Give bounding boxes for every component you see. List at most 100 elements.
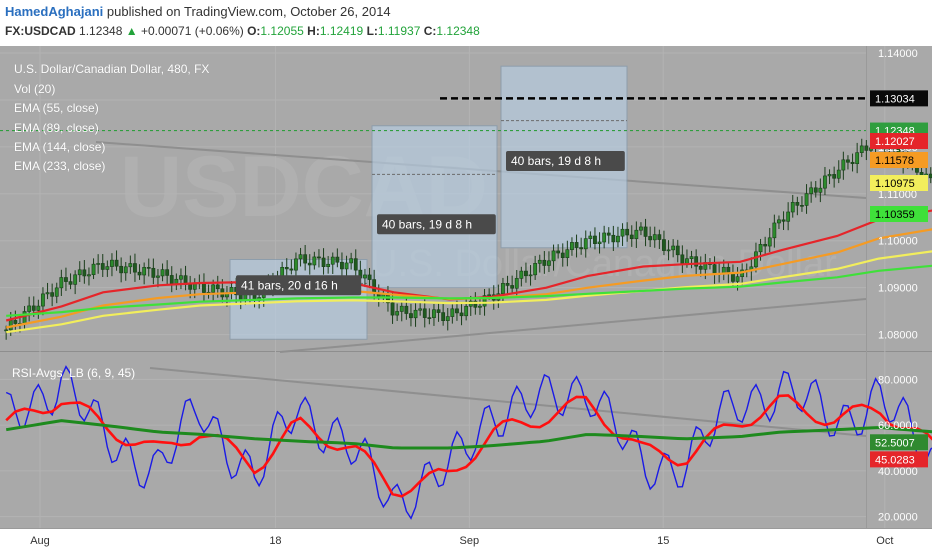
osc-tick-label: 80.0000 <box>878 374 918 386</box>
candle-body <box>537 259 542 264</box>
candle-body <box>786 211 791 222</box>
candle-body <box>54 287 59 297</box>
candle-body <box>110 259 114 267</box>
candle-body <box>611 234 616 243</box>
quote-line: FX:USDCAD 1.12348 ▲ +0.00071 (+0.06%) O:… <box>5 24 480 38</box>
measure-label: 41 bars, 20 d 16 h <box>241 278 338 292</box>
author-link[interactable]: HamedAghajani <box>5 4 104 19</box>
legend-ema144[interactable]: EMA (144, close) <box>14 140 106 154</box>
rsi-fast-line <box>5 394 932 498</box>
time-axis-ticks: Aug18Sep15Oct13Nov17Dec <box>30 535 893 547</box>
candle-body <box>13 320 18 324</box>
candle-body <box>818 187 823 193</box>
candle-body <box>606 232 611 236</box>
low-value: 1.11937 <box>377 24 421 38</box>
price-badge <box>870 175 928 191</box>
candle-body <box>473 300 478 308</box>
candle-body <box>685 258 689 264</box>
candle-body <box>123 266 128 274</box>
candle-body <box>68 281 73 285</box>
ema-55-line <box>5 209 932 322</box>
candle-body <box>450 308 455 317</box>
osc-tick-label: 40.0000 <box>878 466 918 478</box>
legend-vol[interactable]: Vol (20) <box>14 82 56 96</box>
candle-body <box>422 308 427 318</box>
candle-body <box>560 252 565 258</box>
rsi-slow-line <box>5 419 932 450</box>
candle-body <box>31 305 36 311</box>
candle-body <box>418 308 423 311</box>
price-badge <box>870 206 928 222</box>
price-badge-label: 1.11578 <box>875 155 914 167</box>
candle-body <box>174 278 179 284</box>
candle-body <box>100 263 105 270</box>
candle-body <box>657 234 662 240</box>
measure-label-bg <box>377 214 496 235</box>
candle-body <box>294 258 298 271</box>
candle-body <box>330 256 335 265</box>
candle-body <box>721 266 726 274</box>
candle-body <box>542 259 547 266</box>
osc-tick-label: 60.0000 <box>878 420 918 432</box>
measure-labels: 41 bars, 20 d 16 h 40 bars, 19 d 8 h 40 ba… <box>236 150 625 296</box>
legend-ema233[interactable]: EMA (233, close) <box>14 159 106 173</box>
candle-body <box>133 263 137 273</box>
candle-body <box>349 258 354 264</box>
candle-body <box>482 295 487 307</box>
osc-pane-bg <box>0 352 932 528</box>
candle-body <box>758 244 763 253</box>
legend-ema55[interactable]: EMA (55, close) <box>14 101 99 115</box>
x-tick-label: 18 <box>269 535 281 547</box>
candle-body <box>202 282 206 293</box>
osc-title[interactable]: RSI-Avgs_LB (6, 9, 45) <box>12 366 136 380</box>
ema-89-line <box>5 228 932 329</box>
candle-body <box>579 247 584 250</box>
measure-label-bg <box>506 150 625 171</box>
candle-body <box>445 316 450 321</box>
candle-body <box>137 271 142 276</box>
osc-badge-label: 52.5007 <box>875 437 915 449</box>
candle-body <box>689 256 694 260</box>
legend-ema89[interactable]: EMA (89, close) <box>14 121 99 135</box>
candle-body <box>399 305 404 312</box>
chart-header: HamedAghajani published on TradingView.c… <box>0 0 932 46</box>
candle-body <box>321 257 326 267</box>
measure-label-bg <box>236 275 362 296</box>
candle-body <box>160 269 165 277</box>
candle-body <box>289 268 294 271</box>
candle-body <box>303 254 308 264</box>
candle-body <box>505 283 510 286</box>
candle-body <box>666 249 671 252</box>
high-value: 1.12419 <box>319 24 364 38</box>
legend-title: U.S. Dollar/Canadian Dollar, 480, FX <box>14 62 210 76</box>
candle-body <box>50 292 55 297</box>
candle-body <box>648 236 653 241</box>
candle-body <box>404 305 409 314</box>
candle-body <box>850 161 855 164</box>
candle-body <box>64 277 68 282</box>
candle-body <box>215 284 220 290</box>
candle-body <box>813 187 818 193</box>
candle-body <box>188 284 193 290</box>
x-tick-label: Aug <box>30 535 50 547</box>
y-tick-label: 1.10000 <box>878 236 918 248</box>
candle-body <box>795 202 800 206</box>
candle-body <box>96 263 101 265</box>
y-tick-label: 1.11000 <box>878 189 917 201</box>
price-badges: 1.130341.123481.120271.115781.109751.103… <box>870 90 928 468</box>
candle-body <box>597 241 602 244</box>
candle-body <box>547 260 551 266</box>
candle-body <box>698 265 703 270</box>
candle-body <box>634 229 639 239</box>
price-badge <box>870 133 928 149</box>
candle-body <box>307 262 312 266</box>
chart-canvas[interactable]: USDCAD U.S. Dollar/Canadian Dollar 41 ba… <box>0 46 932 550</box>
price-badge-label: 1.12027 <box>875 136 915 148</box>
candle-body <box>754 251 758 268</box>
price-badge <box>870 152 928 168</box>
candle-body <box>501 283 505 295</box>
candle-body <box>809 187 814 194</box>
candle-body <box>317 256 321 259</box>
candle-body <box>616 235 620 243</box>
candle-body <box>565 249 570 258</box>
